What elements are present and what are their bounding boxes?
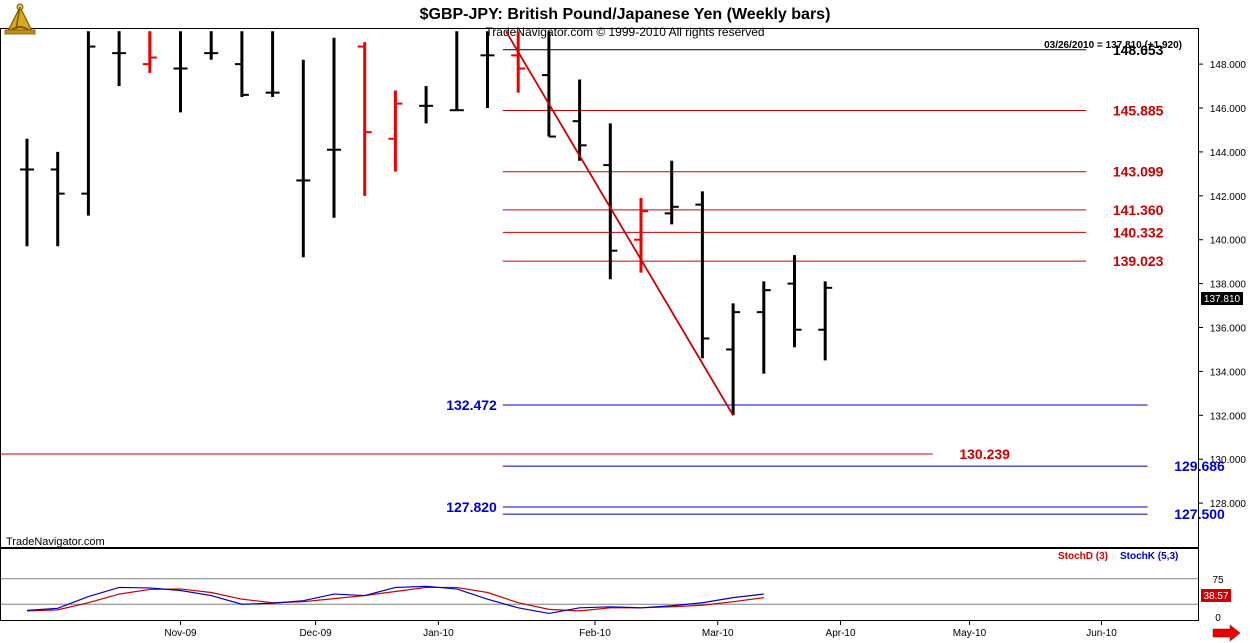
ohlc-bar: [449, 31, 464, 112]
scroll-right-arrow[interactable]: [1212, 624, 1241, 642]
ohlc-bar: [603, 123, 618, 280]
y-tick-label: 148.000: [1210, 60, 1247, 71]
stoch-k-label: StochK (5,3): [1120, 551, 1178, 562]
chart-title: $GBP-JPY: British Pound/Japanese Yen (We…: [420, 6, 831, 23]
level-label: 139.023: [1113, 253, 1164, 269]
level-label: 145.885: [1113, 103, 1164, 119]
ohlc-bar: [511, 31, 526, 93]
stoch-d-label: StochD (3): [1058, 551, 1108, 562]
x-tick-label: Nov-09: [164, 628, 197, 639]
y-tick-label: 132.000: [1210, 411, 1247, 422]
indicator-panel-frame: [0, 548, 1199, 621]
x-tick-label: Apr-10: [826, 628, 856, 639]
level-label: 127.820: [446, 499, 497, 515]
last-price-box: [1201, 292, 1243, 305]
x-tick-label: Mar-10: [702, 628, 734, 639]
ohlc-bar: [50, 151, 65, 247]
stochastic-panel: 75 0: [1, 575, 1224, 624]
stoch-k-line: [26, 585, 764, 615]
ohlc-bar: [81, 31, 96, 216]
y-tick-label: 142.000: [1210, 192, 1247, 203]
ohlc-bar: [388, 90, 403, 172]
ohlc-bar: [234, 31, 249, 98]
ohlc-bar: [541, 31, 556, 138]
x-tick-label: Jan-10: [423, 628, 454, 639]
ohlc-bar: [327, 37, 341, 218]
ohlc-bar: [204, 31, 219, 60]
y-tick-label: 146.000: [1210, 104, 1247, 115]
last-price-marker: 137.810: [1201, 292, 1243, 305]
app-logo: [2, 1, 38, 37]
y-tick-label: 128.000: [1210, 499, 1247, 510]
ohlc-bar: [572, 79, 587, 161]
y-tick-label: 136.000: [1210, 324, 1247, 335]
level-label: 132.472: [446, 397, 497, 413]
x-tick-label: Dec-09: [299, 628, 332, 639]
ohlc-bar: [756, 281, 771, 374]
level-label: 127.500: [1174, 506, 1225, 522]
trendline: [505, 30, 734, 416]
ohlc-bar: [265, 31, 280, 98]
ohlc-bar: [787, 255, 802, 348]
watermark: TradeNavigator.com: [6, 536, 105, 548]
fibonacci-levels: 148.653 145.885 143.099 141.360 140.332 139.0…: [0, 42, 1225, 522]
y-tick-label: 144.000: [1210, 148, 1247, 159]
ohlc-bar: [726, 303, 741, 416]
x-axis: Nov-09 Dec-09 Jan-10 Feb-10 Mar-10 Apr-10 May-…: [164, 621, 1117, 639]
ohlc-bar: [142, 31, 157, 73]
stoch-tick-label: 0: [1215, 613, 1221, 624]
ohlc-bar: [695, 191, 710, 359]
level-label: 148.653: [1113, 42, 1164, 58]
stoch-current-box: [1201, 589, 1231, 602]
sextant-icon: [4, 3, 36, 35]
stoch-current-label: 38.57: [1203, 591, 1228, 602]
level-label: 141.360: [1113, 202, 1164, 218]
x-tick-label: Feb-10: [579, 628, 611, 639]
last-price-label: 137.810: [1204, 294, 1241, 305]
stoch-current-marker: 38.57: [1201, 589, 1231, 602]
level-label: 143.099: [1113, 164, 1164, 180]
ohlc-bar: [818, 281, 833, 361]
stoch-tick-label: 75: [1212, 575, 1224, 586]
x-tick-label: Jun-10: [1086, 628, 1117, 639]
level-label: 129.686: [1174, 458, 1225, 474]
ohlc-bar: [480, 31, 495, 109]
y-tick-label: 140.000: [1210, 236, 1247, 247]
y-tick-label: 134.000: [1210, 367, 1247, 378]
level-label: 130.239: [959, 446, 1010, 462]
ohlc-bar: [357, 42, 372, 196]
ohlc-bars: [20, 31, 833, 416]
ohlc-bar: [20, 138, 34, 247]
x-tick-label: May-10: [953, 628, 987, 639]
trendline-group: [505, 30, 734, 416]
y-tick-label: 138.000: [1210, 280, 1247, 291]
price-readout: 03/26/2010 = 137.810 (+1.920): [1044, 40, 1182, 51]
y-axis: 128.000 130.000 132.000 134.000 136.000 138.0…: [1198, 60, 1246, 510]
ohlc-bar: [173, 31, 188, 113]
ohlc-bar: [419, 86, 434, 124]
level-label: 140.332: [1113, 224, 1164, 240]
ohlc-bar: [296, 59, 311, 258]
chart-subtitle: TradeNavigator.com © 1999-2010 All right…: [485, 25, 764, 39]
y-tick-label: 130.000: [1210, 455, 1247, 466]
ohlc-bar: [112, 31, 127, 87]
ohlc-bar: [664, 160, 679, 225]
